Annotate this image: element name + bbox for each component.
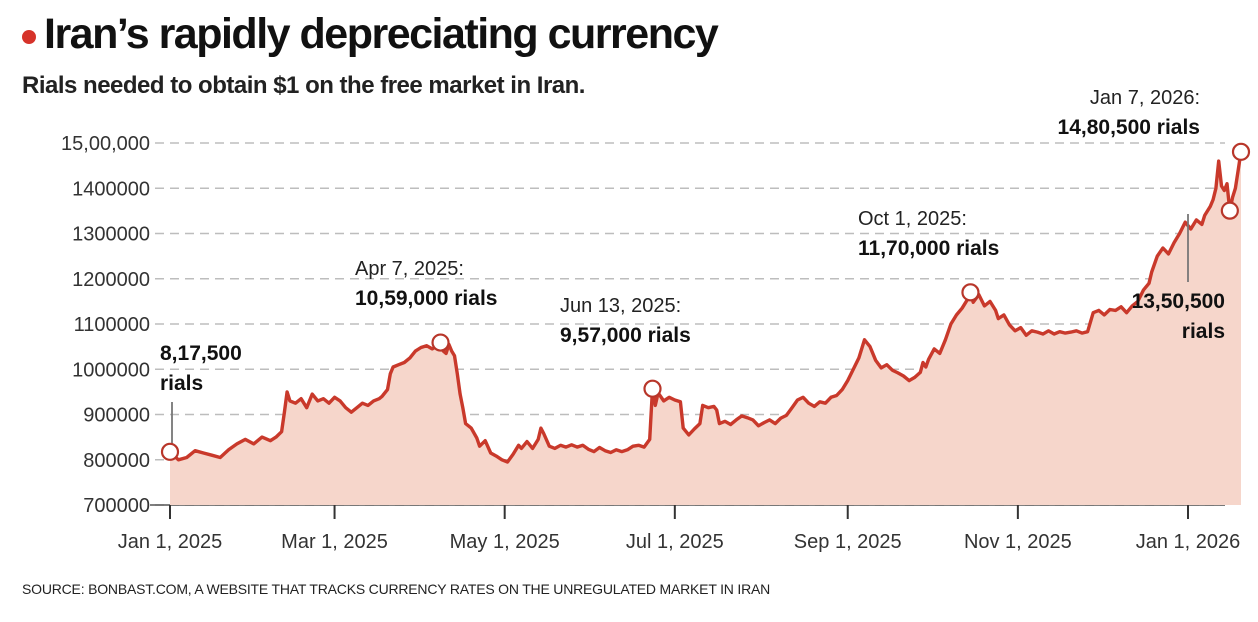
x-tick-label: Sep 1, 2025 <box>794 531 902 553</box>
y-tick-label: 700000 <box>83 495 150 517</box>
y-tick-label: 1000000 <box>72 359 150 381</box>
annotation-marker <box>961 283 980 302</box>
y-tick-label: 1200000 <box>72 269 150 291</box>
series-area <box>170 151 1241 506</box>
bullet-icon <box>22 30 36 44</box>
y-tick-label: 1300000 <box>72 224 150 246</box>
y-tick-label: 1400000 <box>72 178 150 200</box>
annotation-value: 8,17,500 <box>160 342 242 365</box>
x-tick-label: Nov 1, 2025 <box>964 531 1072 553</box>
annotation-value: 13,50,500 <box>1132 290 1225 313</box>
y-tick-label: 800000 <box>83 450 150 472</box>
annotation-date: Apr 7, 2025: <box>355 258 464 280</box>
annotation-marker <box>643 379 662 398</box>
series-line <box>168 150 1243 464</box>
annotation-marker <box>431 333 450 352</box>
chart-subtitle: Rials needed to obtain $1 on the free ma… <box>22 72 585 99</box>
y-tick-label: 1100000 <box>74 314 150 336</box>
annotation-value: 9,57,000 rials <box>560 324 691 347</box>
x-tick-label: May 1, 2025 <box>450 531 560 553</box>
x-tick-label: Jan 1, 2026 <box>1136 531 1241 553</box>
x-tick-label: Jan 1, 2025 <box>118 531 223 553</box>
annotation-unit: rials <box>1182 320 1225 343</box>
annotation-unit: rials <box>160 372 203 395</box>
annotation-marker <box>1220 201 1239 220</box>
chart-title: Iran’s rapidly depreciating currency <box>44 10 719 58</box>
headline: Iran’s rapidly depreciating currency <box>22 4 719 64</box>
annotation-marker <box>1231 142 1251 161</box>
annotation-date: Oct 1, 2025: <box>858 208 967 230</box>
source-note: SOURCE: BONBAST.COM, A WEBSITE THAT TRAC… <box>22 581 771 597</box>
x-tick-label: Jul 1, 2025 <box>626 531 724 553</box>
annotation-value: 11,70,000 rials <box>858 237 999 260</box>
annotation-marker <box>160 442 180 461</box>
annotation-value: 14,80,500 rials <box>1058 116 1200 139</box>
annotation-value: 10,59,000 rials <box>355 287 497 310</box>
annotation-date: Jan 7, 2026: <box>1090 87 1200 109</box>
y-tick-label: 900000 <box>83 405 150 427</box>
y-tick-label: 15,00,000 <box>61 133 150 155</box>
x-tick-label: Mar 1, 2025 <box>281 531 388 553</box>
annotation-date: Jun 13, 2025: <box>560 295 681 317</box>
